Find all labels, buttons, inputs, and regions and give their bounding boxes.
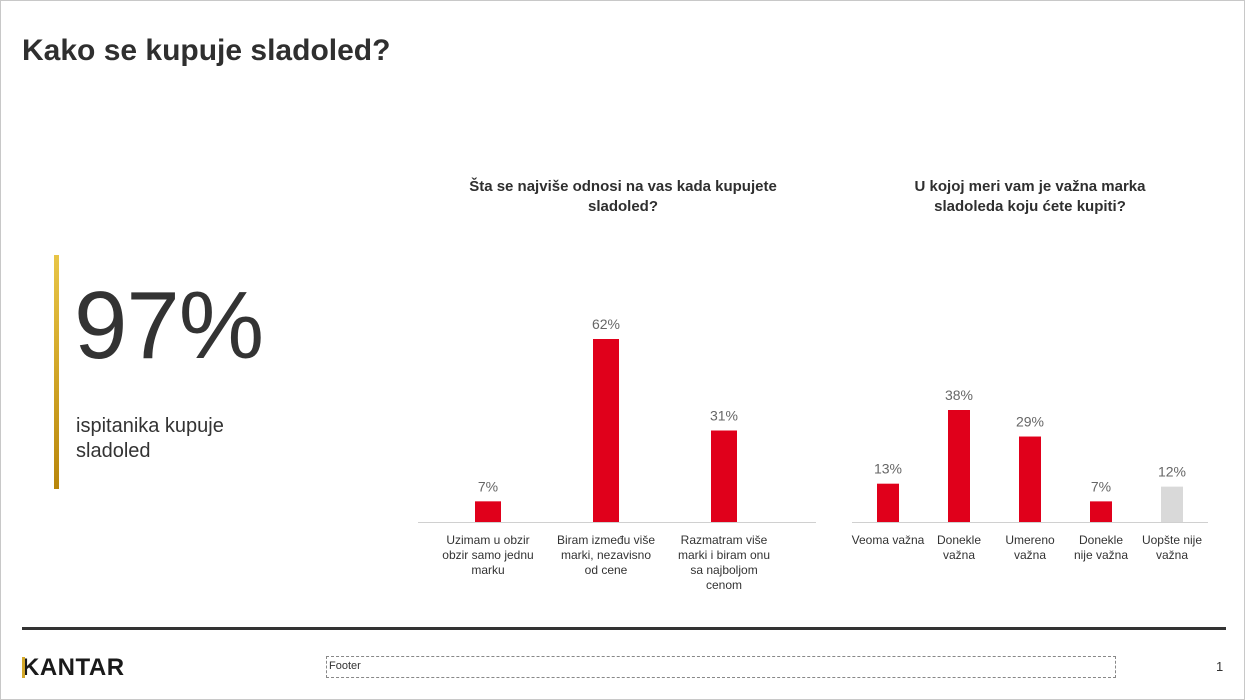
chart-2-data-label: 12% [1158,464,1186,480]
logo-accent-icon [22,657,25,678]
chart-1-category-label: Razmatram više marki i biram onu sa najbol… [678,533,770,592]
chart-2-bar [877,483,899,522]
chart-1-bar [475,501,501,522]
chart-2-data-label: 13% [874,461,902,477]
chart-2-bar [1090,501,1112,522]
page-number: 1 [1216,659,1224,674]
chart-2-category-label: Donekle važna [937,533,981,562]
chart-1-category-label: Uzimam u obzir obzir samo jednu marku [442,533,533,577]
chart-2-data-label: 29% [1016,414,1044,430]
chart-1-title: Šta se najviše odnosi na vas kada kupuje… [469,178,777,215]
chart-2-category-label: Uopšte nije važna [1142,533,1202,562]
chart-2-data-label: 7% [1091,478,1111,494]
logo-text: KANTAR [22,654,125,681]
footer-rule [22,627,1226,630]
chart-1-data-label: 62% [592,316,620,332]
chart-2-bar [1019,436,1041,522]
chart-2-bar [1161,486,1183,522]
chart-2-category-label: Veoma važna [852,533,925,547]
chart-2-title: U kojoj meri vam je važna marka sladoled… [914,178,1146,215]
chart-1-data-label: 31% [710,408,738,424]
chart-1-bar [593,339,619,522]
accent-bar [54,255,59,489]
chart-2-data-label: 38% [945,387,973,403]
chart-2-bar [948,410,970,522]
chart-1-data-label: 7% [478,478,498,494]
footer-text: Footer [326,656,1116,678]
slide-title: Kako se kupuje sladoled? [22,34,391,67]
chart-2-category-label: Donekle nije važna [1074,533,1128,562]
chart-2-category-label: Umereno važna [1005,533,1055,562]
headline-stat: 97% [74,272,264,379]
kantar-logo: KANTAR [22,654,125,682]
chart-1-category-label: Biram između više marki, nezavisno od cene [557,533,655,577]
chart-1-bar [711,430,737,522]
headline-stat-caption: ispitanika kupuje sladoled [76,415,224,462]
